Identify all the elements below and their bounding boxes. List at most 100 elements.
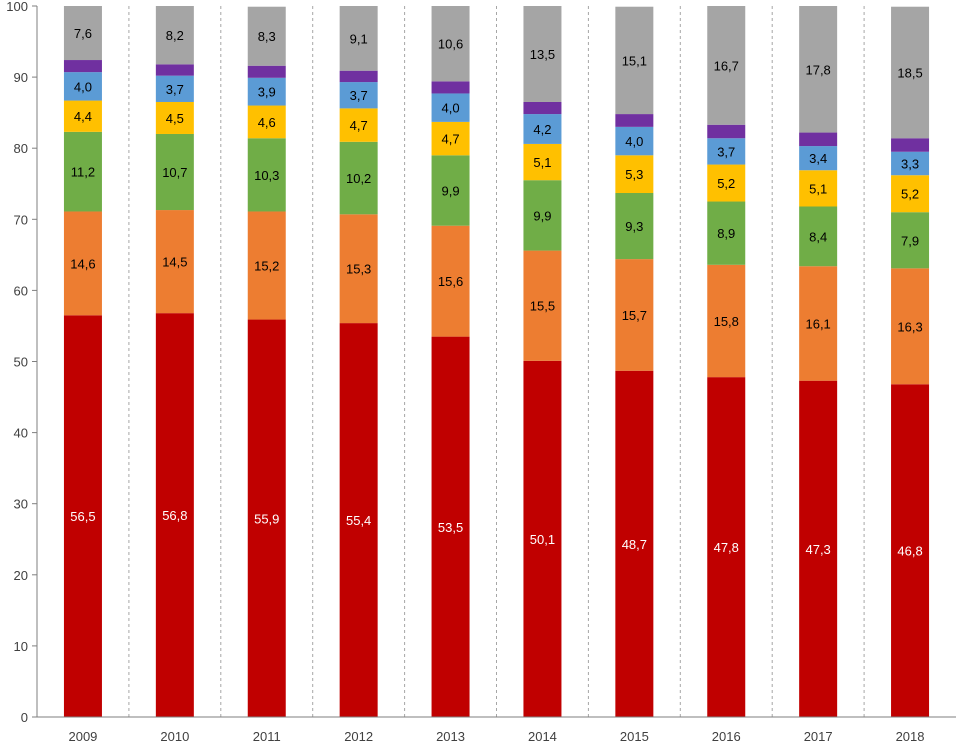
data-label: 7,9 bbox=[901, 233, 919, 248]
data-label: 10,7 bbox=[162, 165, 187, 180]
data-label: 10,3 bbox=[254, 168, 279, 183]
bar-segment bbox=[339, 108, 378, 142]
category-separators bbox=[128, 6, 865, 717]
bar-segment bbox=[431, 81, 470, 94]
bar-segment bbox=[707, 377, 746, 717]
bar-segment bbox=[431, 6, 470, 82]
bar-segment bbox=[523, 180, 562, 251]
bar-segment bbox=[799, 266, 838, 381]
x-tick-label: 2013 bbox=[436, 729, 465, 744]
data-label: 56,5 bbox=[70, 509, 95, 524]
bar-segment bbox=[339, 82, 378, 109]
bar-segment bbox=[339, 323, 378, 717]
x-axis: 2009 2010 2011 2012 2013 2014 2015 2016 2017 2018 bbox=[37, 716, 956, 744]
bar-segment bbox=[431, 225, 470, 337]
bar-segment bbox=[615, 6, 654, 115]
data-label: 8,4 bbox=[809, 229, 827, 244]
bar-segment bbox=[63, 60, 102, 73]
bar-segment bbox=[339, 141, 378, 215]
y-tick-label: 30 bbox=[14, 497, 28, 512]
data-label: 4,5 bbox=[166, 111, 184, 126]
bar-segment bbox=[891, 212, 930, 269]
x-tick-label: 2010 bbox=[160, 729, 189, 744]
bar-segment bbox=[891, 268, 930, 385]
bar-segment bbox=[247, 105, 286, 139]
data-label: 53,5 bbox=[438, 520, 463, 535]
bar-segment bbox=[339, 70, 378, 83]
data-label: 5,3 bbox=[625, 167, 643, 182]
bar-segment bbox=[523, 250, 562, 361]
data-label: 16,7 bbox=[714, 58, 739, 73]
bar-segment bbox=[155, 64, 194, 76]
bar-segment bbox=[247, 138, 286, 212]
y-tick-label: 100 bbox=[6, 0, 28, 14]
bar-segment bbox=[155, 101, 194, 134]
bar-segment bbox=[155, 313, 194, 717]
data-label: 7,6 bbox=[74, 26, 92, 41]
data-label: 4,0 bbox=[74, 79, 92, 94]
data-label: 5,2 bbox=[717, 176, 735, 191]
x-tick-label: 2014 bbox=[528, 729, 557, 744]
data-label: 4,2 bbox=[533, 122, 551, 137]
bar-segment bbox=[799, 132, 838, 147]
data-label: 56,8 bbox=[162, 508, 187, 523]
bar-segment bbox=[615, 126, 654, 156]
data-label: 15,6 bbox=[438, 274, 463, 289]
bar-segment bbox=[799, 380, 838, 717]
y-axis: 0 10 20 30 40 50 60 70 80 90 100 bbox=[6, 0, 38, 725]
x-tick-label: 2018 bbox=[896, 729, 925, 744]
bar-segment bbox=[891, 175, 930, 213]
data-label: 3,9 bbox=[258, 85, 276, 100]
data-label: 4,7 bbox=[350, 118, 368, 133]
bar-segment bbox=[707, 6, 746, 125]
y-tick-label: 60 bbox=[14, 283, 28, 298]
data-label: 3,7 bbox=[166, 82, 184, 97]
bar-segment bbox=[523, 101, 562, 115]
segment-data-labels: 56,5 14,6 11,2 4,4 4,0 7,6 56,8 14,5 10,7 4,5 3,7 8… bbox=[70, 26, 922, 559]
bar-segment bbox=[63, 6, 102, 61]
data-label: 8,2 bbox=[166, 28, 184, 43]
data-label: 48,7 bbox=[622, 537, 647, 552]
bar-segment bbox=[155, 133, 194, 211]
bar-segment bbox=[339, 214, 378, 324]
data-label: 9,1 bbox=[350, 31, 368, 46]
data-label: 4,0 bbox=[442, 101, 460, 116]
bar-segment bbox=[523, 360, 562, 717]
data-label: 3,7 bbox=[350, 88, 368, 103]
bar-segment bbox=[891, 151, 930, 176]
bar-segment bbox=[155, 6, 194, 65]
data-label: 15,2 bbox=[254, 259, 279, 274]
data-label: 15,5 bbox=[530, 299, 555, 314]
data-label: 15,7 bbox=[622, 308, 647, 323]
y-tick-label: 10 bbox=[14, 639, 28, 654]
data-label: 17,8 bbox=[805, 62, 830, 77]
bar-segment bbox=[63, 315, 102, 717]
y-tick-label: 20 bbox=[14, 568, 28, 583]
data-label: 13,5 bbox=[530, 47, 555, 62]
data-label: 4,4 bbox=[74, 109, 92, 124]
y-tick-label: 80 bbox=[14, 141, 28, 156]
bar-segment bbox=[891, 384, 930, 717]
bar-segment bbox=[431, 121, 470, 156]
x-tick-label: 2009 bbox=[68, 729, 97, 744]
bar-segment bbox=[615, 370, 654, 717]
bar-segment bbox=[431, 155, 470, 226]
data-label: 9,9 bbox=[442, 184, 460, 199]
bar-segment bbox=[523, 6, 562, 102]
bar-segment bbox=[707, 201, 746, 265]
data-label: 8,3 bbox=[258, 29, 276, 44]
x-tick-label: 2017 bbox=[804, 729, 833, 744]
bar-segment bbox=[523, 143, 562, 181]
y-tick-label: 70 bbox=[14, 212, 28, 227]
bar-segment bbox=[247, 319, 286, 717]
y-tick-label: 50 bbox=[14, 355, 28, 370]
bar-segment bbox=[799, 170, 838, 207]
bar-segment bbox=[707, 124, 746, 139]
data-label: 14,6 bbox=[70, 256, 95, 271]
x-tick-label: 2011 bbox=[253, 729, 281, 744]
bar-segment bbox=[615, 259, 654, 371]
bar-segment bbox=[247, 65, 286, 78]
bar-segment bbox=[615, 192, 654, 260]
bar-segment bbox=[247, 211, 286, 320]
